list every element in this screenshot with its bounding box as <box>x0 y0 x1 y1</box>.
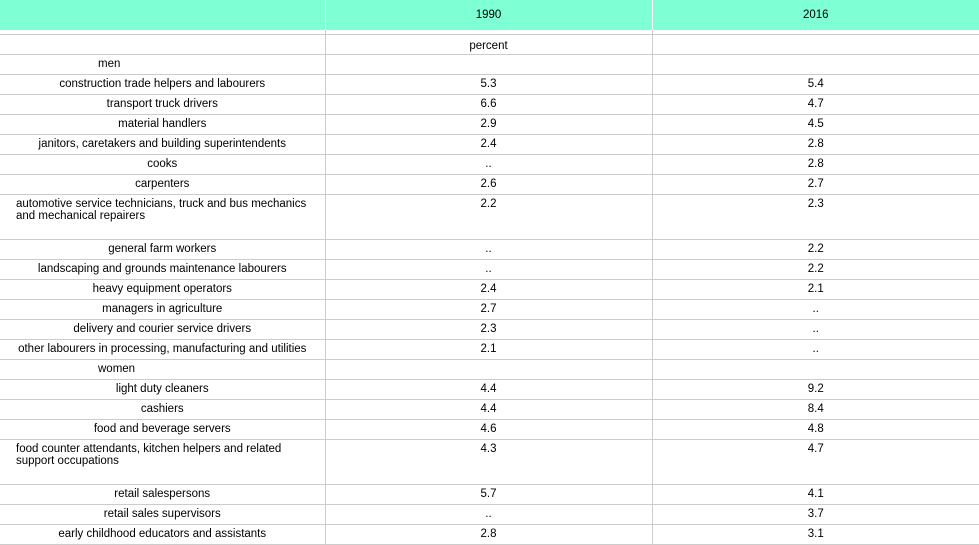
value-2016: 5.4 <box>652 74 979 95</box>
row-label: janitors, caretakers and building superi… <box>0 134 326 155</box>
value-2016: 4.5 <box>652 114 979 135</box>
row-label: food counter attendants, kitchen helpers… <box>0 439 326 485</box>
table-row: food and beverage servers 4.6 4.8 <box>0 419 979 440</box>
value-1990: 4.4 <box>325 379 653 400</box>
row-label: material handlers <box>0 114 326 135</box>
value-2016: .. <box>652 299 979 320</box>
value-2016: 3.7 <box>652 504 979 525</box>
unit-label: percent <box>325 34 653 55</box>
row-label: general farm workers <box>0 239 326 260</box>
section-row-men: men <box>0 54 979 75</box>
row-label: carpenters <box>0 174 326 195</box>
row-label: light duty cleaners <box>0 379 326 400</box>
value-1990: 5.3 <box>325 74 653 95</box>
value-2016: 2.2 <box>652 259 979 280</box>
table-row: construction trade helpers and labourers… <box>0 74 979 95</box>
value-1990: 2.1 <box>325 339 653 360</box>
value-1990: 2.3 <box>325 319 653 340</box>
value-2016: 9.2 <box>652 379 979 400</box>
value-1990: 4.4 <box>325 399 653 420</box>
table-header-row: 1990 2016 <box>0 0 979 30</box>
value-2016: 2.8 <box>652 134 979 155</box>
table-row: early childhood educators and assistants… <box>0 524 979 545</box>
value-2016: 4.7 <box>652 94 979 115</box>
table-row: managers in agriculture 2.7 .. <box>0 299 979 320</box>
value-2016: .. <box>652 339 979 360</box>
header-2016: 2016 <box>802 9 829 21</box>
table-row: other labourers in processing, manufactu… <box>0 339 979 360</box>
value-2016: 4.1 <box>652 484 979 505</box>
row-label: other labourers in processing, manufactu… <box>0 339 326 360</box>
value-1990: 2.4 <box>325 134 653 155</box>
value-1990: 6.6 <box>325 94 653 115</box>
table-row: janitors, caretakers and building superi… <box>0 134 979 155</box>
table-row: cooks .. 2.8 <box>0 154 979 175</box>
table-row: material handlers 2.9 4.5 <box>0 114 979 135</box>
value-1990: 4.3 <box>325 439 653 485</box>
value-1990: .. <box>325 259 653 280</box>
table-row: cashiers 4.4 8.4 <box>0 399 979 420</box>
unit-row: percent <box>0 34 979 55</box>
table-row: retail salespersons 5.7 4.1 <box>0 484 979 505</box>
value-1990: 5.7 <box>325 484 653 505</box>
value-1990: .. <box>325 504 653 525</box>
header-1990: 1990 <box>325 0 653 30</box>
value-2016: 3.1 <box>652 524 979 545</box>
row-label: cashiers <box>0 399 326 420</box>
row-label: food and beverage servers <box>0 419 326 440</box>
table-row: carpenters 2.6 2.7 <box>0 174 979 195</box>
spacer-row <box>0 30 979 35</box>
value-1990: 4.6 <box>325 419 653 440</box>
row-label: retail sales supervisors <box>0 504 326 525</box>
value-2016: 4.7 <box>652 439 979 485</box>
table-row: general farm workers .. 2.2 <box>0 239 979 260</box>
value-1990: 2.4 <box>325 279 653 300</box>
table-row: retail sales supervisors .. 3.7 <box>0 504 979 525</box>
section-title: women <box>0 359 326 380</box>
row-label: early childhood educators and assistants <box>0 524 326 545</box>
table-row: landscaping and grounds maintenance labo… <box>0 259 979 280</box>
value-2016: 2.8 <box>652 154 979 175</box>
value-1990: 2.2 <box>325 194 653 240</box>
value-2016: 4.8 <box>652 419 979 440</box>
table-row: light duty cleaners 4.4 9.2 <box>0 379 979 400</box>
table-row: transport truck drivers 6.6 4.7 <box>0 94 979 115</box>
value-1990: .. <box>325 154 653 175</box>
value-2016: 2.2 <box>652 239 979 260</box>
value-1990: 2.8 <box>325 524 653 545</box>
value-2016: 2.1 <box>652 279 979 300</box>
table-row: delivery and courier service drivers 2.3… <box>0 319 979 340</box>
value-2016: 2.3 <box>652 194 979 240</box>
value-1990: 2.7 <box>325 299 653 320</box>
section-title: men <box>0 54 326 75</box>
table-row: heavy equipment operators 2.4 2.1 <box>0 279 979 300</box>
row-label: heavy equipment operators <box>0 279 326 300</box>
value-1990: .. <box>325 239 653 260</box>
row-label: managers in agriculture <box>0 299 326 320</box>
table-row: automotive service technicians, truck an… <box>0 194 979 240</box>
value-1990: 2.6 <box>325 174 653 195</box>
row-label: cooks <box>0 154 326 175</box>
row-label: transport truck drivers <box>0 94 326 115</box>
row-label: automotive service technicians, truck an… <box>0 194 326 240</box>
row-label: retail salespersons <box>0 484 326 505</box>
row-label: delivery and courier service drivers <box>0 319 326 340</box>
value-2016: 2.7 <box>652 174 979 195</box>
table-row: food counter attendants, kitchen helpers… <box>0 439 979 485</box>
section-row-women: women <box>0 359 979 380</box>
row-label: construction trade helpers and labourers <box>0 74 326 95</box>
value-2016: 8.4 <box>652 399 979 420</box>
row-label: landscaping and grounds maintenance labo… <box>0 259 326 280</box>
value-1990: 2.9 <box>325 114 653 135</box>
header-label-cell <box>0 0 326 30</box>
value-2016: .. <box>652 319 979 340</box>
